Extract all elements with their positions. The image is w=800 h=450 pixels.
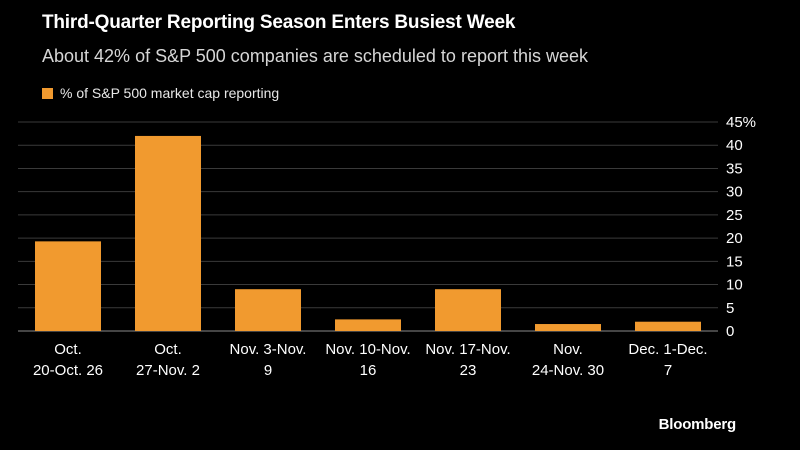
y-tick-label: 0: [726, 323, 734, 340]
y-tick-label: 45%: [726, 114, 756, 131]
x-tick-label: 16: [360, 362, 377, 379]
chart-subtitle: About 42% of S&P 500 companies are sched…: [42, 46, 589, 66]
bloomberg-logo: Bloomberg: [658, 416, 737, 433]
x-tick-label: 23: [460, 362, 477, 379]
x-tick-label: Nov.: [553, 341, 583, 358]
x-tick-label: 27-Nov. 2: [136, 362, 200, 379]
bar: [135, 135, 201, 331]
x-tick-label: 20-Oct. 26: [33, 362, 103, 379]
x-tick-label: Dec. 1-Dec.: [628, 341, 707, 358]
x-tick-label: Nov. 17-Nov.: [425, 341, 510, 358]
x-tick-label: Oct.: [154, 341, 182, 358]
bar: [635, 321, 701, 331]
chart-title: Third-Quarter Reporting Season Enters Bu…: [42, 12, 516, 33]
bar: [335, 319, 401, 331]
x-tick-label: 7: [664, 362, 672, 379]
legend-swatch: [42, 87, 53, 99]
y-tick-label: 35: [726, 160, 743, 177]
bar: [535, 324, 601, 331]
x-tick-label: Nov. 10-Nov.: [325, 341, 410, 358]
x-tick-label: 24-Nov. 30: [532, 362, 604, 379]
legend-label: % of S&P 500 market cap reporting: [60, 85, 280, 101]
y-tick-label: 30: [726, 184, 743, 201]
bar: [235, 289, 301, 331]
x-tick-label: Nov. 3-Nov.: [230, 341, 307, 358]
bar: [35, 241, 101, 331]
x-tick-label: Oct.: [54, 341, 82, 358]
y-tick-label: 40: [726, 137, 743, 154]
y-tick-label: 20: [726, 230, 743, 247]
y-tick-label: 5: [726, 300, 734, 317]
bar: [435, 289, 501, 331]
y-tick-label: 10: [726, 277, 743, 294]
x-tick-label: 9: [264, 362, 272, 379]
y-tick-label: 15: [726, 253, 743, 270]
y-tick-label: 25: [726, 207, 743, 224]
legend: % of S&P 500 market cap reporting: [42, 85, 279, 101]
